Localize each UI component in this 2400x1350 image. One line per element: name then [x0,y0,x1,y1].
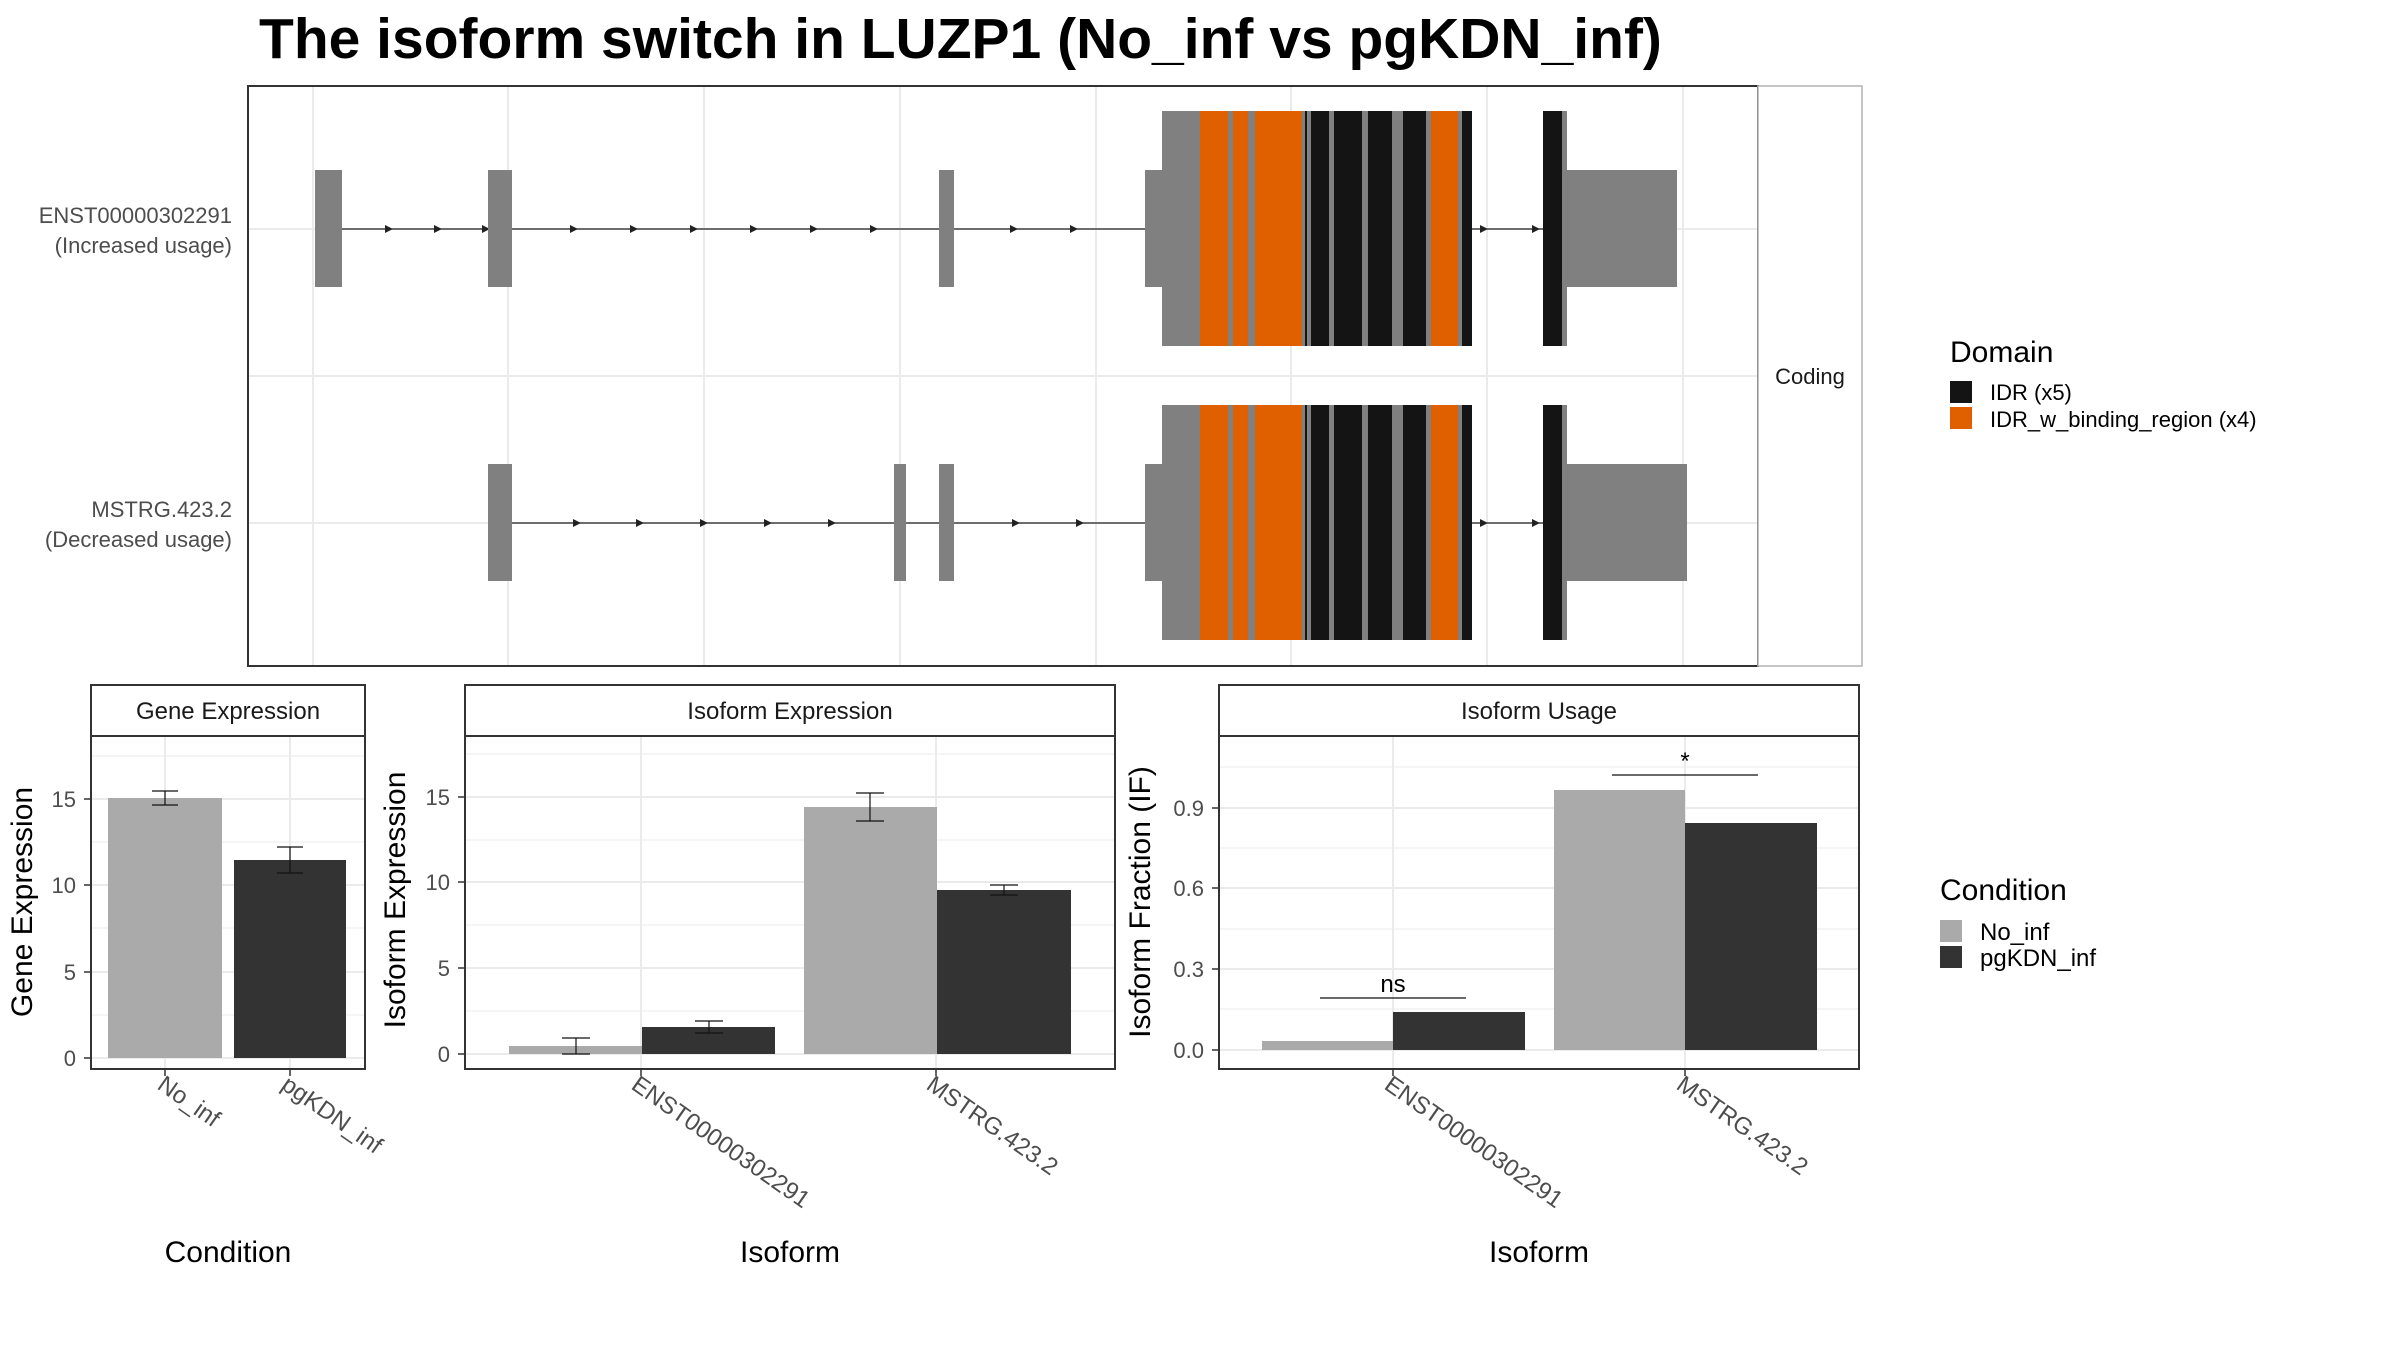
track-mstrg-423-2 [488,405,1687,640]
legend-key-idr [1950,381,1972,403]
error-bars [152,790,303,874]
legend-label-no-inf: No_inf [1980,919,2050,946]
facet-label: Coding [1775,364,1845,389]
x-tick-label: pgKDN_inf [277,1071,388,1160]
domain-legend-title: Domain [1950,336,2053,369]
panel-strip [1218,684,1860,737]
x-ticks [164,1069,291,1076]
bar-enst-pgkdn-inf [1393,1012,1525,1050]
significance-label-star: * [1680,748,1689,775]
x-ticks [640,1069,937,1076]
y-axis-title: Gene Expression [6,787,39,1017]
panel-strip [90,684,366,737]
condition-legend: Condition No_inf pgKDN_inf [1940,874,2096,972]
x-tick-label: MSTRG.423.2 [922,1071,1063,1181]
bar-pgkdn-inf [234,860,346,1058]
legend-label-idr: IDR (x5) [1990,380,2072,405]
isoform-usage-panel: ns * Isoform Usage 0.0 0.3 0.6 0.9 ENST0… [1124,684,1860,1269]
bar-mstrg-pgkdn-inf [937,890,1071,1054]
error-bars [562,792,1018,1055]
y-tick-label: 5 [64,960,76,985]
legend-key-idr-binding [1950,407,1972,429]
isoform-structure-panel: Coding ENST00000302291 (Increased usage)… [39,85,1863,667]
y-ticks [458,796,465,1055]
x-tick-label: MSTRG.423.2 [1672,1071,1813,1181]
x-axis-title: Condition [165,1236,292,1269]
track-label-line1: MSTRG.423.2 [91,497,232,522]
intron-arrows [573,519,1540,527]
x-tick-label: No_inf [153,1071,226,1133]
significance-label-ns: ns [1380,971,1405,998]
y-ticks [84,798,91,1059]
domain-legend: Domain IDR (x5) IDR_w_binding_region (x4… [1950,336,2257,432]
track-label-line2: (Decreased usage) [45,527,232,552]
x-tick-label: ENST00000302291 [627,1071,815,1214]
x-tick-label: ENST00000302291 [1380,1071,1568,1214]
bar-no-inf [108,798,222,1058]
intron-arrows [385,225,1540,233]
condition-legend-title: Condition [1940,874,2067,907]
y-tick-label: 0 [64,1046,76,1071]
y-axis-title: Isoform Expression [379,772,412,1029]
x-ticks [1392,1069,1686,1076]
domain-blocks [1200,405,1562,640]
y-tick-label: 0 [438,1042,450,1067]
legend-label-idr-binding: IDR_w_binding_region (x4) [1990,407,2257,432]
track-enst00000302291 [315,111,1677,346]
gene-expression-panel: Gene Expression 0 5 10 15 No_inf pgKDN_i… [6,684,388,1269]
y-tick-label: 0.6 [1173,876,1204,901]
facet-strip [1757,85,1863,667]
y-tick-label: 10 [426,870,450,895]
panel-strip-label: Isoform Usage [1461,698,1617,725]
y-tick-label: 0.3 [1173,957,1204,982]
chart-title: The isoform switch in LUZP1 (No_inf vs p… [259,7,1662,71]
y-tick-label: 15 [52,787,76,812]
bar-enst-no-inf [1262,1041,1393,1050]
track-label-line2: (Increased usage) [55,233,232,258]
y-ticks [1212,807,1219,1051]
x-axis-title: Isoform [1489,1236,1589,1269]
y-axis-title: Isoform Fraction (IF) [1124,766,1157,1038]
bars [509,807,1071,1054]
track-label-line1: ENST00000302291 [39,203,232,228]
y-tick-label: 0.0 [1173,1038,1204,1063]
bar-mstrg-pgkdn-inf [1685,823,1817,1050]
legend-key-pgkdn-inf [1940,946,1962,968]
legend-label-pgkdn-inf: pgKDN_inf [1980,945,2096,972]
y-tick-label: 5 [438,956,450,981]
isoform-expression-panel: Isoform Expression 0 5 10 15 ENST0000030… [379,684,1116,1269]
panel-strip-label: Gene Expression [136,698,320,725]
bar-mstrg-no-inf [804,807,937,1054]
bars [1262,790,1817,1050]
panel-strip-label: Isoform Expression [687,698,892,725]
panel-strip [464,684,1116,737]
bar-mstrg-no-inf [1554,790,1685,1050]
domain-blocks [1200,111,1562,346]
legend-key-no-inf [1940,920,1962,942]
y-tick-label: 0.9 [1173,796,1204,821]
y-tick-label: 10 [52,873,76,898]
y-tick-label: 15 [426,785,450,810]
x-axis-title: Isoform [740,1236,840,1269]
